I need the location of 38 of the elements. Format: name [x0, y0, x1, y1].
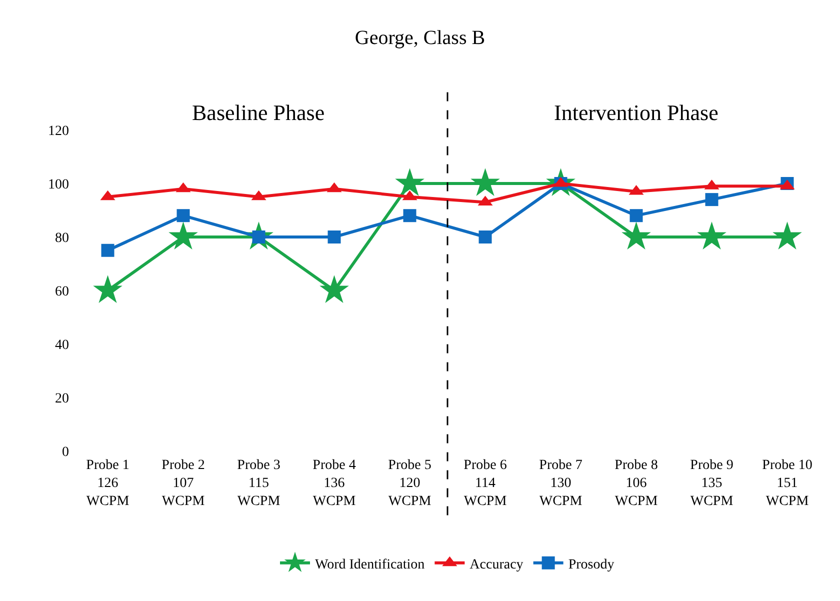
x-tick-label: Probe 2 107 WCPM [162, 458, 206, 510]
point [705, 193, 718, 206]
point [176, 209, 190, 222]
point [630, 209, 643, 222]
chart-title: George, Class B [354, 27, 486, 50]
x-tick-label: Probe 4 136 WCPM [312, 458, 356, 510]
point [772, 222, 802, 250]
point [403, 209, 416, 222]
text: Intervention Phase [554, 100, 718, 125]
x-tick-label: Probe 7 130 WCPM [539, 458, 583, 510]
y-tick-label: 40 [55, 338, 69, 353]
legend-label: Word Identification [315, 557, 425, 572]
point [697, 222, 726, 250]
point [478, 230, 492, 244]
point [470, 168, 500, 196]
x-tick-label: Probe 3 115 WCPM [237, 458, 281, 510]
point [168, 222, 198, 250]
point [93, 275, 122, 303]
x-tick-label: Probe 5 120 WCPM [388, 458, 432, 510]
y-tick-label: 100 [48, 177, 69, 192]
y-tick-label: 60 [55, 284, 69, 300]
y-tick-label: 80 [55, 230, 69, 246]
point [328, 230, 341, 244]
x-tick-label: Probe 9 135 WCPM [690, 458, 734, 510]
y-tick-label: 20 [55, 391, 69, 406]
x-tick-label: Probe 6 114 WCPM [464, 458, 508, 510]
legend-label: Prosody [568, 557, 614, 572]
point [622, 222, 651, 250]
x-tick-label: Probe 8 106 WCPM [614, 458, 658, 510]
legend-label: Accuracy [470, 557, 524, 572]
x-tick-label: Probe 10 151 WCPM [762, 458, 812, 510]
text: Baseline Phase [192, 100, 325, 125]
y-tick-label: 0 [62, 444, 69, 460]
x-tick-label: Probe 1 126 WCPM [86, 458, 130, 510]
point [320, 275, 349, 303]
y-tick-label: 120 [48, 124, 69, 139]
point [101, 244, 114, 257]
point [395, 168, 424, 196]
